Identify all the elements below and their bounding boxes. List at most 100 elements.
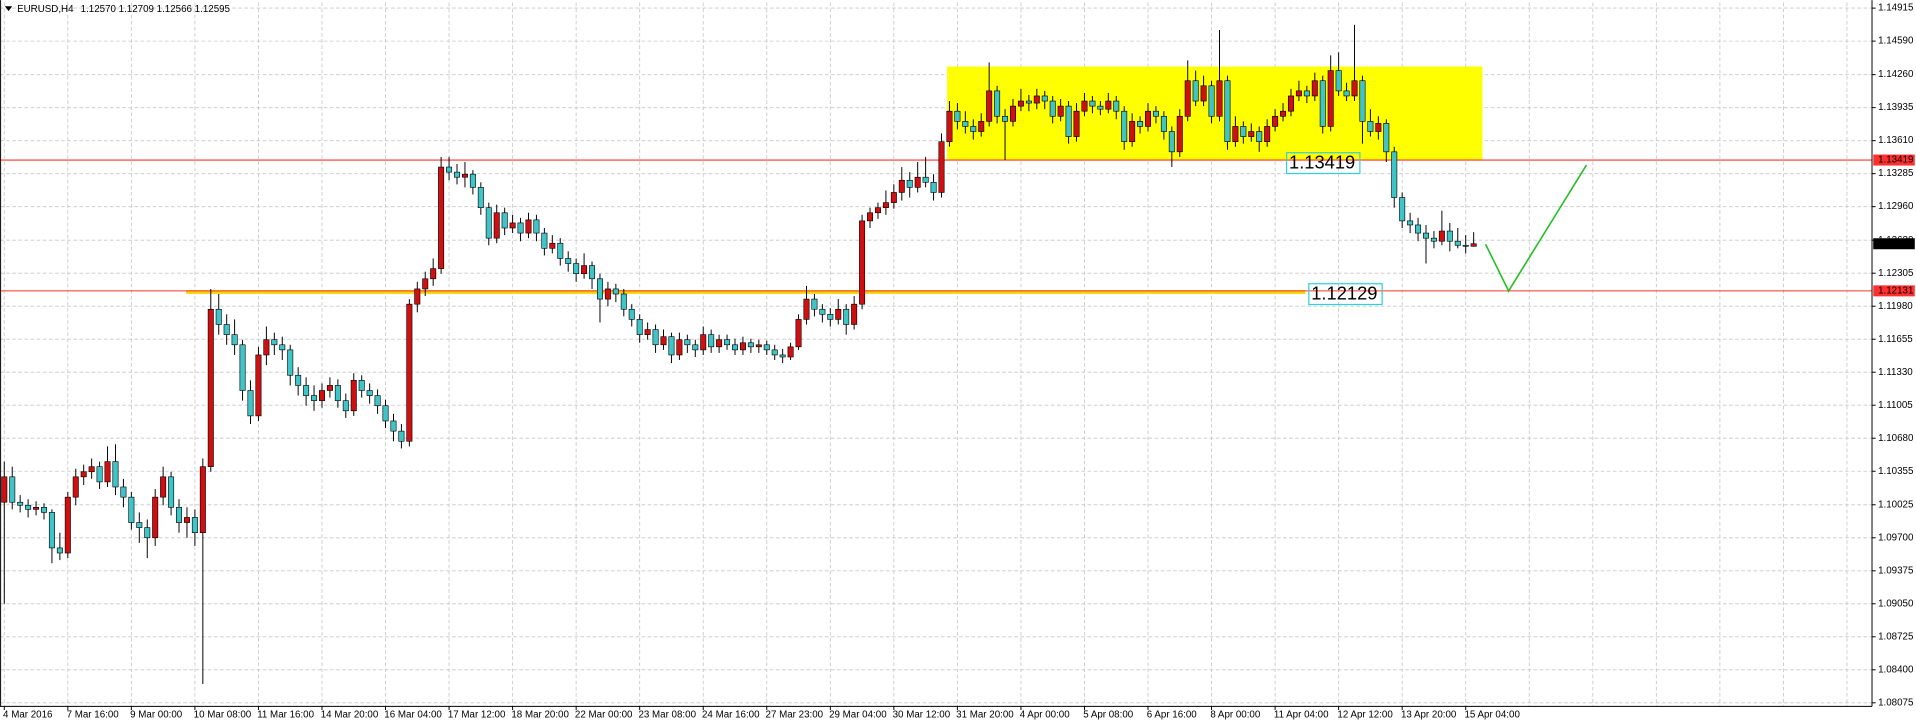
candle-body (366, 390, 373, 396)
x-tick-label: 11 Apr 04:00 (1274, 709, 1329, 720)
y-tick-label: 1.13285 (1878, 168, 1914, 179)
candle-body (1359, 80, 1366, 122)
candle-body (88, 466, 95, 473)
candle-body (279, 344, 286, 351)
y-tick-label: 1.08400 (1878, 664, 1914, 675)
y-tick-label: 1.10025 (1878, 499, 1914, 510)
y-tick-label: 1.12960 (1878, 201, 1914, 212)
menu-arrow[interactable] (4, 6, 13, 12)
x-tick-label: 4 Apr 00:00 (1020, 709, 1071, 720)
y-tick-label: 1.11980 (1878, 301, 1913, 312)
candle-body (80, 471, 87, 478)
candle-body (263, 339, 270, 356)
candle-body (1184, 80, 1191, 117)
candle-body (724, 339, 731, 346)
x-tick-label: 23 Mar 08:00 (638, 709, 696, 720)
candle-body (247, 390, 254, 417)
x-tick-label: 15 Apr 04:00 (1464, 709, 1520, 720)
candle-body (557, 242, 564, 259)
candle-body (311, 395, 318, 401)
price-tag-label: 1.13419 (1878, 155, 1913, 166)
candle-body (1160, 115, 1167, 132)
x-tick-label: 5 Apr 08:00 (1083, 709, 1134, 720)
candle-body (652, 329, 659, 346)
candle-body (1248, 131, 1255, 137)
candle-body (207, 308, 214, 467)
price-label-box (1308, 283, 1383, 306)
x-tick-label: 12 Apr 12:00 (1337, 709, 1393, 720)
candle-body (1025, 100, 1032, 104)
candle-body (461, 173, 468, 178)
candle-body (882, 202, 889, 208)
candle-body (1089, 100, 1096, 107)
candle-body (1295, 90, 1302, 97)
price-tag (1873, 154, 1915, 166)
candle-body (1335, 70, 1342, 92)
candle-body (692, 344, 699, 351)
candle-body (1256, 131, 1263, 142)
candle-body (303, 385, 310, 396)
candle-body (1057, 105, 1064, 117)
plot: 1.13419 1.12129 (0, 24, 1873, 685)
candle-body (287, 349, 294, 376)
candle-body (517, 222, 524, 234)
candle-body (1415, 224, 1422, 234)
x-tick-label: 17 Mar 12:00 (448, 709, 506, 720)
symbol: EURUSD,H4 (17, 4, 74, 15)
x-tick-label: 11 Mar 16:00 (257, 709, 314, 720)
candle-body (867, 212, 874, 222)
zone (947, 66, 1483, 161)
candle-body (636, 319, 643, 335)
candle-body (1017, 100, 1024, 107)
candle-body (1121, 110, 1128, 142)
y-tick-label: 1.09375 (1878, 565, 1914, 576)
candle-body (946, 110, 953, 142)
candle-body (1041, 95, 1048, 102)
candle-body (477, 187, 484, 208)
candle-body (994, 90, 1001, 117)
candle-body (1192, 80, 1199, 102)
candle-body (1446, 230, 1453, 242)
candle-body (1224, 80, 1231, 142)
candle-body (9, 476, 16, 503)
x-tick-label: 18 Mar 20:00 (511, 709, 569, 720)
candle-body (1200, 85, 1207, 102)
candle-body (922, 176, 929, 183)
x-tick-label: 22 Mar 00:00 (575, 709, 633, 720)
candle-body (1129, 121, 1136, 142)
candle-body (160, 476, 167, 498)
price-tag-label: 1.12131 (1878, 285, 1913, 296)
candle-body (1065, 105, 1072, 137)
candle-body (755, 344, 762, 348)
candle-body (398, 430, 405, 442)
candle-body (612, 288, 619, 295)
candle-body (1, 476, 8, 503)
candle-body (112, 461, 119, 488)
candle-body (1216, 80, 1223, 117)
y-tick-label: 1.13935 (1878, 102, 1914, 113)
candle-body (930, 181, 937, 193)
candle-body (136, 522, 143, 528)
candle-body (684, 339, 691, 346)
x-tick-label: 4 Mar 2016 (3, 709, 52, 720)
candle-body (414, 288, 421, 305)
candle-body (676, 339, 683, 356)
candle-body (1375, 123, 1382, 132)
candle-body (350, 380, 357, 412)
candle-body (239, 344, 246, 391)
candle-body (1343, 90, 1350, 97)
y-tick-label: 1.09050 (1878, 598, 1914, 609)
candle-body (446, 166, 453, 173)
candle-body (525, 219, 532, 234)
candle-body (1287, 95, 1294, 112)
candle-body (708, 334, 715, 348)
candle-body (1176, 115, 1183, 153)
candle-body (199, 466, 206, 533)
candle-body (1152, 110, 1159, 117)
y-tick-label: 1.08725 (1878, 631, 1914, 642)
axes (0, 0, 1873, 707)
candle-body (191, 517, 198, 533)
candle-body (906, 179, 913, 188)
candle-body (1208, 85, 1215, 117)
